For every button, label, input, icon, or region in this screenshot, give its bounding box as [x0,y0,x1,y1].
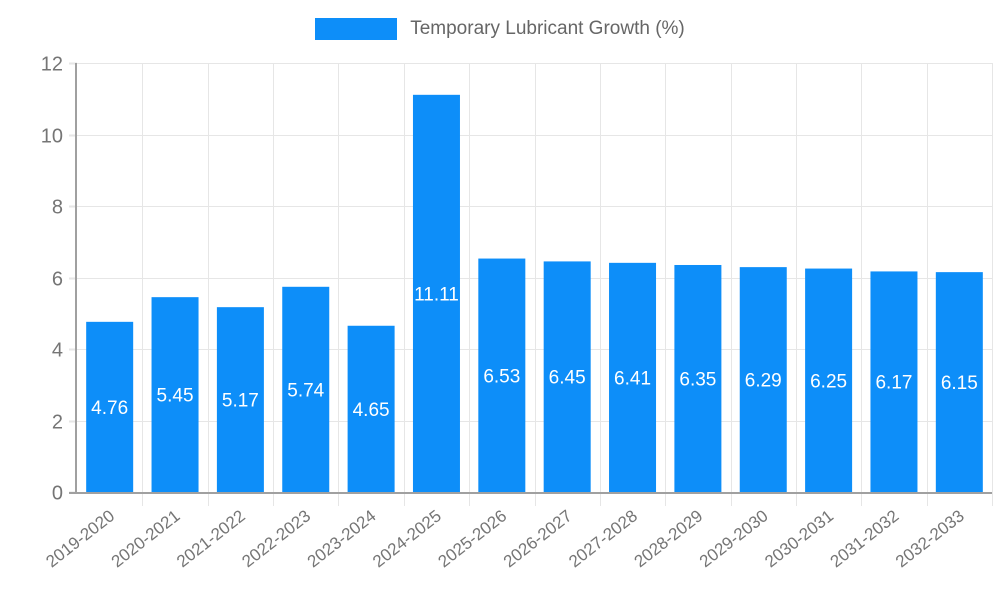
bar-2020-2021[interactable] [151,297,199,492]
bar-value-label: 5.17 [222,391,259,412]
bar-value-label: 6.35 [679,369,716,390]
bar-2028-2029[interactable] [674,264,722,492]
x-tick-label: 2029-2030 [696,506,772,571]
bar-2023-2024[interactable] [347,325,395,492]
x-tick-label: 2031-2032 [827,506,903,571]
bar-value-label: 5.45 [157,386,194,407]
bar-2025-2026[interactable] [478,258,526,492]
bar-2031-2032[interactable] [870,271,918,492]
legend[interactable]: Temporary Lubricant Growth (%) [0,18,1000,40]
x-tick-label: 2030-2031 [761,506,837,571]
x-tick-label: 2020-2021 [108,506,184,571]
y-tick-label: 6 [52,269,63,291]
bar-value-label: 4.76 [91,398,128,419]
bar-2032-2033[interactable] [935,272,983,492]
bar-value-label: 5.74 [287,380,324,401]
x-tick-label: 2019-2020 [42,506,118,571]
bar-value-label: 6.53 [483,366,520,387]
x-tick-label: 2027-2028 [565,506,641,571]
y-tick-label: 10 [41,126,63,148]
x-tick-label: 2023-2024 [304,506,380,571]
bar-2030-2031[interactable] [805,268,853,492]
x-tick-label: 2032-2033 [892,506,968,571]
bar-value-label: 6.15 [941,373,978,394]
bar-2019-2020[interactable] [86,321,134,492]
y-tick-label: 2 [52,412,63,434]
y-tick-label: 4 [52,340,63,362]
x-tick-label: 2024-2025 [369,506,445,571]
bar-value-label: 6.29 [745,371,782,392]
bar-value-label: 6.25 [810,371,847,392]
bar-value-label: 6.45 [549,368,586,389]
y-tick-label: 0 [52,483,63,505]
bar-2029-2030[interactable] [739,267,787,492]
bar-2024-2025[interactable] [412,94,460,492]
bar-value-label: 6.41 [614,368,651,389]
x-tick-label: 2028-2029 [631,506,707,571]
x-tick-label: 2026-2027 [500,506,576,571]
y-tick-label: 12 [41,54,63,76]
bar-2027-2028[interactable] [609,262,657,492]
bar-2026-2027[interactable] [543,261,591,492]
legend-swatch [315,18,398,40]
bar-value-label: 6.17 [875,373,912,394]
bar-2021-2022[interactable] [216,307,264,492]
y-tick-label: 8 [52,197,63,219]
bar-2022-2023[interactable] [282,286,330,492]
bar-value-label: 4.65 [353,400,390,421]
x-tick-label: 2021-2022 [173,506,249,571]
x-tick-label: 2025-2026 [435,506,511,571]
legend-label: Temporary Lubricant Growth (%) [410,18,685,39]
x-tick-label: 2022-2023 [238,506,314,571]
bar-value-label: 11.11 [414,284,459,305]
